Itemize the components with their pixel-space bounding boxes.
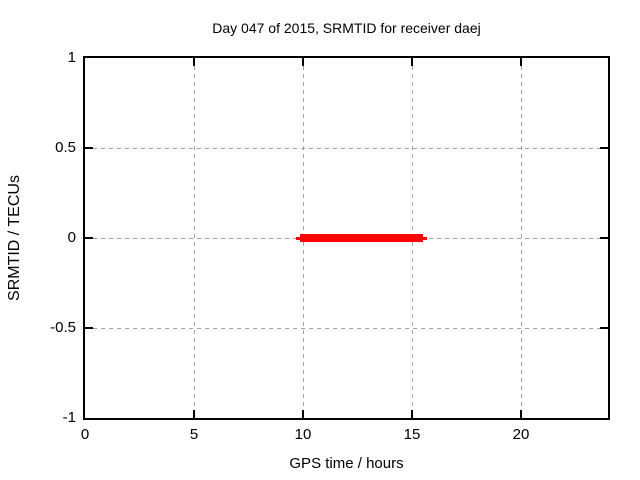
y-tick-label: -0.5 xyxy=(50,319,76,336)
y-gridline xyxy=(85,328,608,329)
x-tick-mark-bottom xyxy=(411,410,413,418)
y-tick-mark-right xyxy=(600,327,608,329)
chart-title: Day 047 of 2015, SRMTID for receiver dae… xyxy=(212,20,481,36)
x-tick-label: 20 xyxy=(512,426,530,443)
y-tick-mark-left xyxy=(85,237,93,239)
x-gridline xyxy=(194,58,195,418)
x-tick-mark-top xyxy=(193,58,195,66)
y-tick-label: -1 xyxy=(62,409,76,426)
y-tick-label: 0.5 xyxy=(55,139,76,156)
data-line-segment xyxy=(300,234,423,242)
plot-area xyxy=(83,56,610,420)
x-tick-mark-bottom xyxy=(520,410,522,418)
y-tick-mark-left xyxy=(85,147,93,149)
x-tick-label: 10 xyxy=(294,426,312,443)
x-tick-mark-top xyxy=(411,58,413,66)
y-tick-mark-left xyxy=(85,327,93,329)
x-tick-mark-bottom xyxy=(302,410,304,418)
y-gridline xyxy=(85,148,608,149)
x-gridline xyxy=(521,58,522,418)
y-tick-label: 0 xyxy=(67,229,76,246)
x-tick-label: 0 xyxy=(80,426,90,443)
x-axis-label: GPS time / hours xyxy=(289,455,404,472)
x-tick-mark-bottom xyxy=(193,410,195,418)
x-tick-label: 15 xyxy=(403,426,421,443)
x-tick-label: 5 xyxy=(189,426,199,443)
y-tick-label: 1 xyxy=(67,49,76,66)
x-tick-mark-top xyxy=(302,58,304,66)
x-tick-mark-top xyxy=(520,58,522,66)
y-tick-mark-right xyxy=(600,237,608,239)
y-tick-mark-right xyxy=(600,147,608,149)
